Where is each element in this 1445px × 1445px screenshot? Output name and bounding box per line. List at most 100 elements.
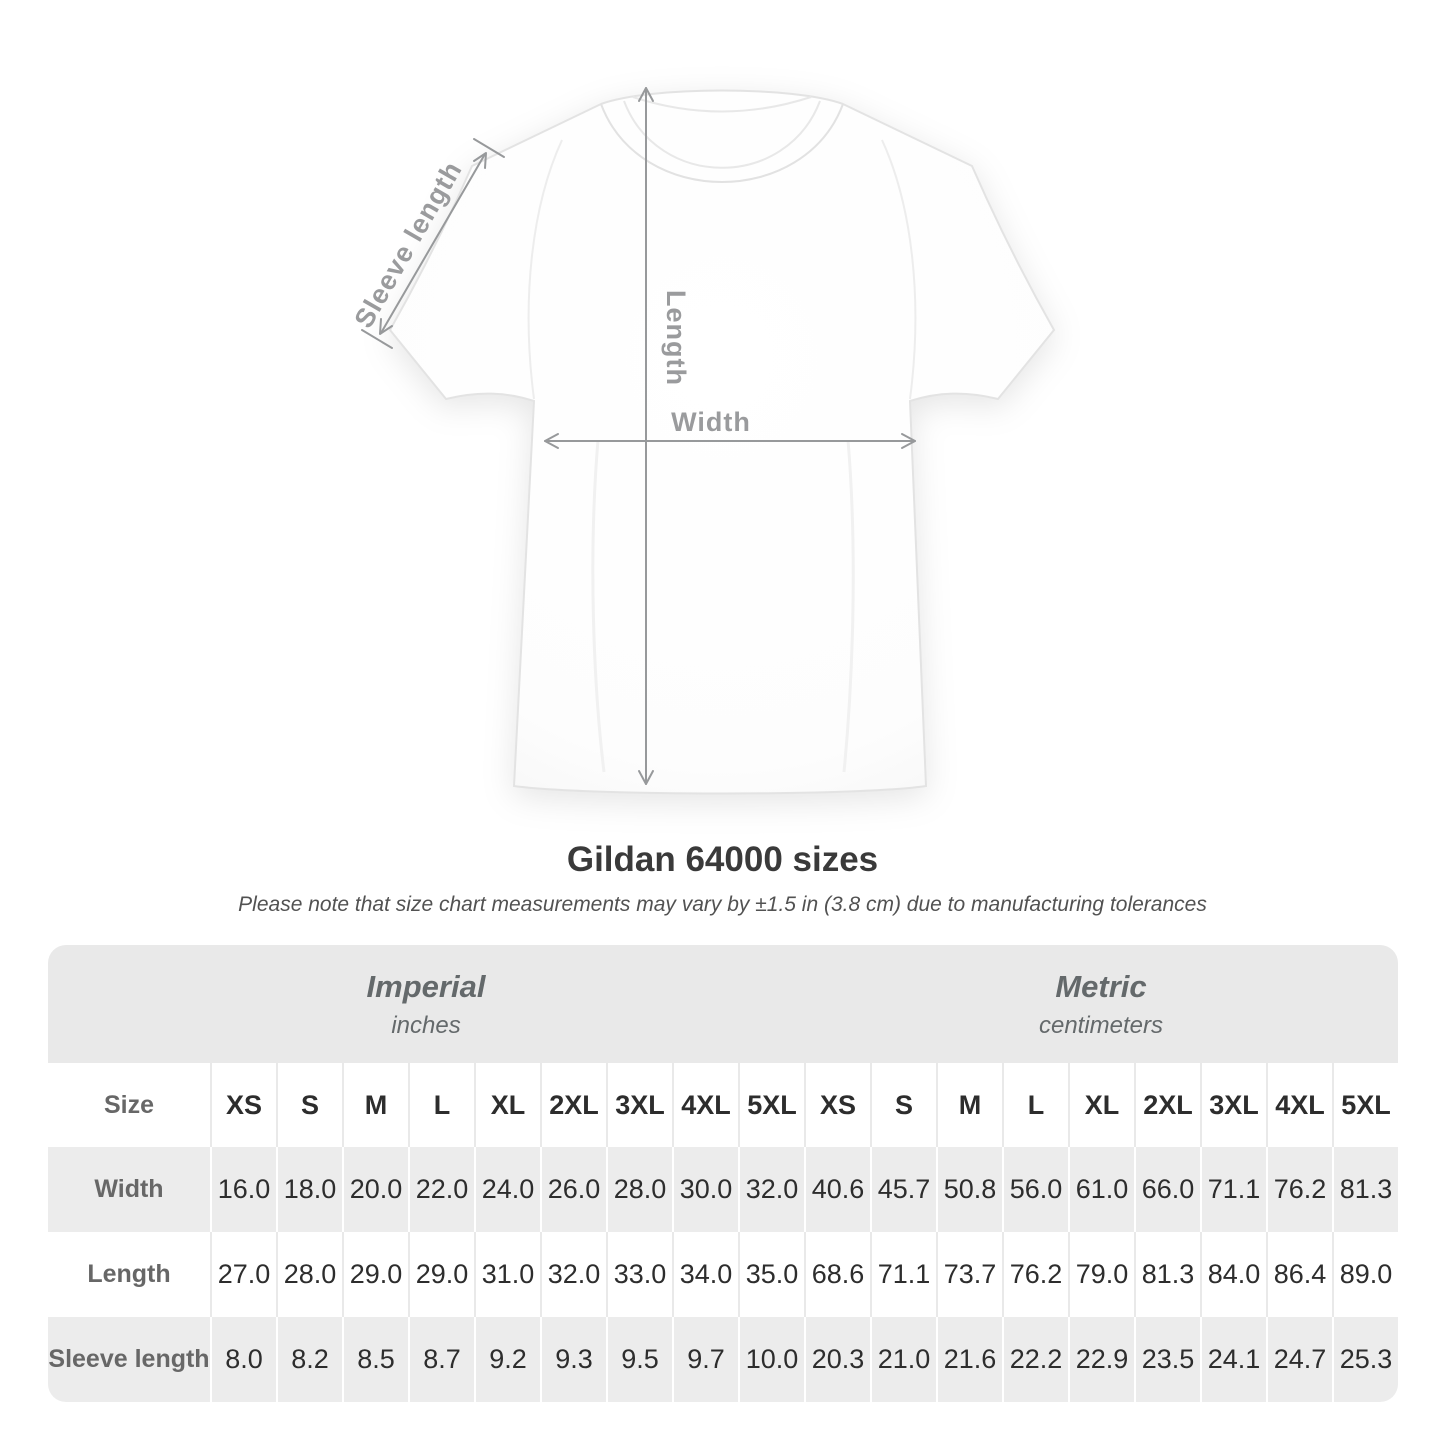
value-cell: 26.0 <box>540 1147 606 1232</box>
width-row: Width 16.0 18.0 20.0 22.0 24.0 26.0 28.0… <box>48 1147 1398 1232</box>
sleeve-length-row: Sleeve length 8.0 8.2 8.5 8.7 9.2 9.3 9.… <box>48 1317 1398 1402</box>
value-cell: 10.0 <box>738 1317 804 1402</box>
value-cell: 8.7 <box>408 1317 474 1402</box>
tshirt-fold-left <box>591 439 606 773</box>
value-cell: 9.3 <box>540 1317 606 1402</box>
width-label: Width <box>671 407 751 437</box>
size-table: Imperial inches Metric centimeters Size … <box>48 945 1398 1402</box>
size-cell: 3XL <box>606 1063 672 1147</box>
value-cell: 29.0 <box>408 1232 474 1317</box>
value-cell: 20.0 <box>342 1147 408 1232</box>
length-arrow <box>638 87 654 785</box>
tshirt-back-neck <box>632 96 812 113</box>
value-cell: 22.2 <box>1002 1317 1068 1402</box>
value-cell: 45.7 <box>870 1147 936 1232</box>
value-cell: 81.3 <box>1134 1232 1200 1317</box>
value-cell: 8.0 <box>210 1317 276 1402</box>
metric-header: Metric centimeters <box>804 945 1398 1063</box>
value-cell: 29.0 <box>342 1232 408 1317</box>
row-label: Width <box>48 1147 210 1232</box>
row-label: Length <box>87 1260 171 1288</box>
value-cell: 27.0 <box>210 1232 276 1317</box>
sleeve-length-arrow <box>361 138 505 349</box>
value-cell: 25.3 <box>1332 1317 1398 1402</box>
value-cell: 23.5 <box>1134 1317 1200 1402</box>
value-cell: 84.0 <box>1200 1232 1266 1317</box>
length-label: Length <box>661 290 691 386</box>
size-cell: XS <box>804 1063 870 1147</box>
size-cell: 4XL <box>1266 1063 1332 1147</box>
value-cell: 28.0 <box>606 1147 672 1232</box>
row-label: Sleeve length <box>48 1317 210 1402</box>
tshirt-diagram: Sleeve length Length Width <box>348 87 1056 795</box>
value-cell: 79.0 <box>1068 1232 1134 1317</box>
size-header-label: Size <box>103 1090 155 1119</box>
size-cell: S <box>870 1063 936 1147</box>
value-cell: 24.1 <box>1200 1317 1266 1402</box>
tshirt-fold-right <box>842 439 855 773</box>
width-arrow <box>544 433 916 449</box>
value-cell: 28.0 <box>276 1232 342 1317</box>
size-cell: XL <box>474 1063 540 1147</box>
value-cell: 71.1 <box>1200 1147 1266 1232</box>
value-cell: 73.7 <box>936 1232 1002 1317</box>
metric-unit: centimeters <box>1038 1011 1164 1039</box>
value-cell: 8.5 <box>342 1317 408 1402</box>
value-cell: 31.0 <box>474 1232 540 1317</box>
value-cell: 22.9 <box>1068 1317 1134 1402</box>
tshirt-left-sleeve-seam <box>527 139 563 400</box>
imperial-title: Imperial <box>366 968 486 1004</box>
value-cell: 50.8 <box>936 1147 1002 1232</box>
value-cell: 30.0 <box>672 1147 738 1232</box>
value-cell: 68.6 <box>804 1232 870 1317</box>
tshirt-collar-inner <box>623 100 821 169</box>
length-row: Length 27.0 28.0 29.0 29.0 31.0 32.0 33.… <box>48 1232 1398 1317</box>
value-cell: 16.0 <box>210 1147 276 1232</box>
value-cell: 86.4 <box>1266 1232 1332 1317</box>
size-cell: M <box>936 1063 1002 1147</box>
value-cell: 34.0 <box>672 1232 738 1317</box>
size-cell: 5XL <box>738 1063 804 1147</box>
value-cell: 24.7 <box>1266 1317 1332 1402</box>
size-cell: L <box>1002 1063 1068 1147</box>
value-cell: 89.0 <box>1332 1232 1398 1317</box>
value-cell: 9.2 <box>474 1317 540 1402</box>
metric-title: Metric <box>1055 968 1147 1004</box>
size-cell: 3XL <box>1200 1063 1266 1147</box>
size-cell: M <box>342 1063 408 1147</box>
value-cell: 18.0 <box>276 1147 342 1232</box>
measurement-table: Size XS S M L XL 2XL 3XL 4XL 5XL XS S M … <box>48 1063 1398 1402</box>
value-cell: 71.1 <box>870 1232 936 1317</box>
value-cell: 76.2 <box>1266 1147 1332 1232</box>
value-cell: 33.0 <box>606 1232 672 1317</box>
value-cell: 40.6 <box>804 1147 870 1232</box>
chart-title: Gildan 64000 sizes <box>566 840 879 879</box>
value-cell: 76.2 <box>1002 1232 1068 1317</box>
tshirt-collar <box>600 103 844 183</box>
size-cell: L <box>408 1063 474 1147</box>
tshirt-right-sleeve-seam <box>881 139 917 400</box>
value-cell: 21.0 <box>870 1317 936 1402</box>
value-cell: 21.6 <box>936 1317 1002 1402</box>
imperial-unit: inches <box>391 1011 461 1039</box>
value-cell: 8.2 <box>276 1317 342 1402</box>
value-cell: 32.0 <box>540 1232 606 1317</box>
value-cell: 61.0 <box>1068 1147 1134 1232</box>
unit-system-band: Imperial inches Metric centimeters <box>48 945 1398 1063</box>
size-cell: 2XL <box>540 1063 606 1147</box>
value-cell: 9.5 <box>606 1317 672 1402</box>
value-cell: 35.0 <box>738 1232 804 1317</box>
value-cell: 56.0 <box>1002 1147 1068 1232</box>
value-cell: 9.7 <box>672 1317 738 1402</box>
value-cell: 81.3 <box>1332 1147 1398 1232</box>
value-cell: 22.0 <box>408 1147 474 1232</box>
size-cell: 5XL <box>1332 1063 1398 1147</box>
chart-subtitle: Please note that size chart measurements… <box>238 893 1207 916</box>
size-cell: XS <box>210 1063 276 1147</box>
value-cell: 24.0 <box>474 1147 540 1232</box>
value-cell: 32.0 <box>738 1147 804 1232</box>
imperial-header: Imperial inches <box>48 945 804 1063</box>
value-cell: 20.3 <box>804 1317 870 1402</box>
size-cell: 4XL <box>672 1063 738 1147</box>
size-header-row: Size XS S M L XL 2XL 3XL 4XL 5XL XS S M … <box>48 1063 1398 1147</box>
